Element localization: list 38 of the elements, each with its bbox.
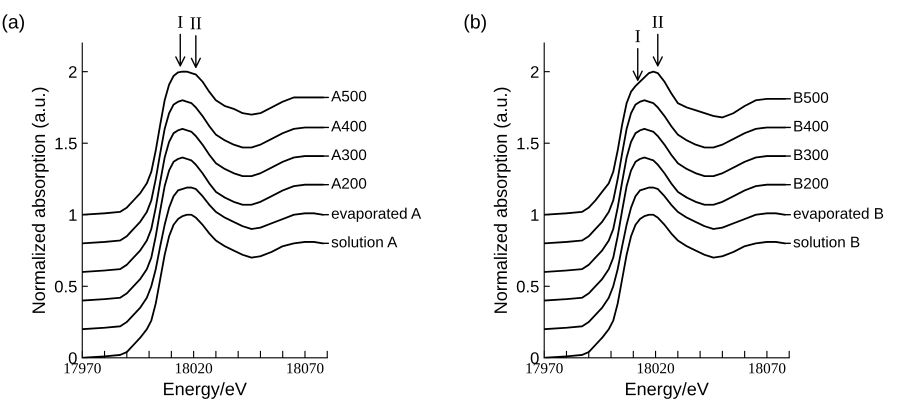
legend-label: solution B xyxy=(793,236,860,248)
y-tick-label: 1 xyxy=(69,209,77,221)
y-tick-label: 0 xyxy=(68,352,77,364)
x-tick-label: 18020 xyxy=(638,363,674,374)
x-tick-label: 18070 xyxy=(749,363,786,374)
x-axis-title: Energy/eV xyxy=(164,382,247,399)
y-tick-label: 0 xyxy=(530,352,539,364)
y-tick-label: 1.5 xyxy=(517,138,539,150)
y-tick-label: 2 xyxy=(68,66,77,78)
x-tick-label: 17970 xyxy=(64,363,101,374)
y-tick-label: 1 xyxy=(531,209,539,221)
y-tick-label: 2 xyxy=(530,66,539,78)
legend-label: evaporated A xyxy=(332,208,422,222)
annotation: I xyxy=(178,16,183,28)
legend-label: A300 xyxy=(331,149,366,160)
x-axis-title: Energy/eV xyxy=(626,382,709,399)
legend-label: solution A xyxy=(332,236,398,248)
legend-label: A200 xyxy=(331,178,366,189)
legend-label: A400 xyxy=(331,120,366,132)
annotation: I xyxy=(635,30,640,42)
y-tick-label: 1.5 xyxy=(56,138,77,150)
legend-label: A500 xyxy=(331,90,366,102)
annotation: II xyxy=(190,17,202,30)
x-tick-label: 18020 xyxy=(176,363,212,374)
y-axis-title: Normalized absorption (a.u.) xyxy=(32,88,49,313)
chart-title: (a) xyxy=(2,14,24,32)
y-tick-label: 0.5 xyxy=(516,280,539,292)
chart-title: (b) xyxy=(464,14,486,32)
y-tick-label: 0.5 xyxy=(54,280,77,292)
legend-label: evaporated B xyxy=(794,208,884,222)
legend-label: B200 xyxy=(794,178,828,189)
legend-label: B500 xyxy=(794,92,828,103)
annotation: II xyxy=(652,16,664,28)
y-axis-title: Normalized absorption (a.u.) xyxy=(494,88,511,313)
x-tick-label: 17970 xyxy=(526,363,563,374)
x-tick-label: 18070 xyxy=(287,363,324,374)
legend-label: B400 xyxy=(794,120,828,132)
legend-label: B300 xyxy=(794,149,828,160)
